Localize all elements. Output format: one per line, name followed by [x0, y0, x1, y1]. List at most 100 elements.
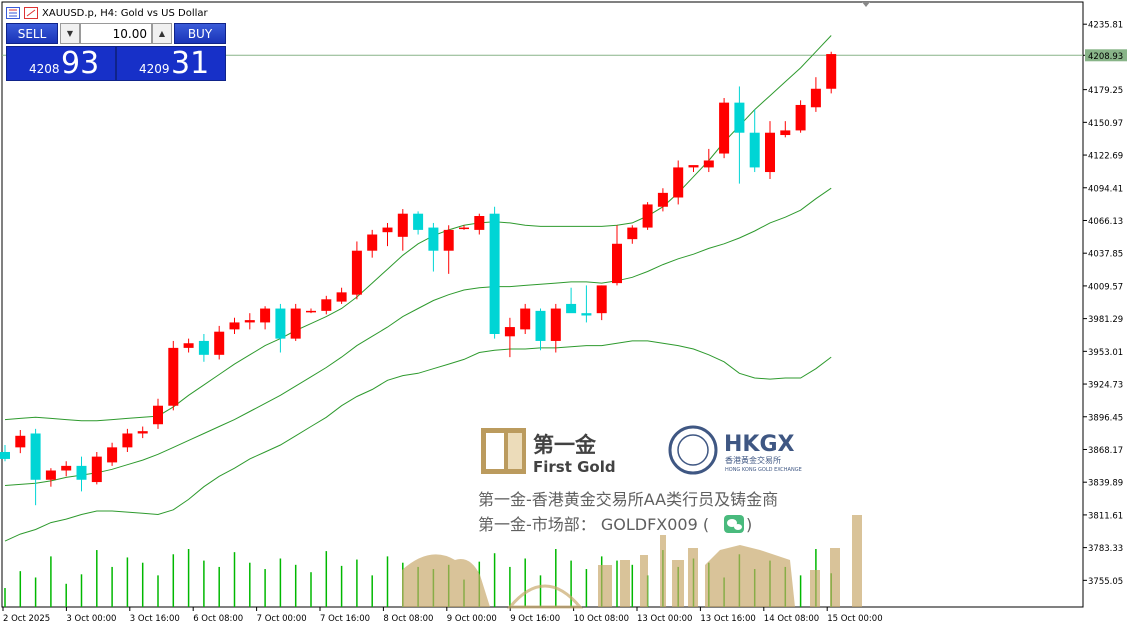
sell-button[interactable]: SELL [6, 23, 58, 44]
candle-body [214, 331, 225, 355]
candle [198, 333, 209, 362]
candle [137, 426, 148, 439]
watermark-line2-end: ) [746, 515, 752, 534]
candle-body [45, 470, 56, 480]
candle-body [581, 313, 592, 316]
candle-body [229, 322, 240, 330]
candle [15, 430, 26, 454]
wechat-icon [724, 515, 744, 533]
candle-body [428, 227, 439, 251]
y-tick-label: 3755.05 [1088, 577, 1123, 587]
candle-body [275, 308, 286, 339]
buy-button[interactable]: BUY [174, 23, 226, 44]
y-tick-label: 4122.69 [1088, 152, 1123, 162]
x-tick-label: 2 Oct 2025 [3, 614, 50, 624]
watermark-line1: 第一金-香港黄金交易所AA类行员及铸金商 [478, 490, 778, 509]
candle-body [244, 320, 255, 323]
axes: 4235.81 4208.93 4179.25 4150.97 4122.69 4094.… [2, 21, 1127, 624]
candle [749, 109, 760, 173]
candle [214, 325, 225, 360]
y-tick-label: 3811.61 [1088, 511, 1123, 521]
candle-body [153, 405, 163, 425]
y-tick-label: 4208.93 [1088, 52, 1123, 62]
y-tick-label: 4009.57 [1088, 282, 1123, 292]
skyline-silhouette [402, 515, 862, 609]
candle [657, 188, 668, 212]
first-gold-cn: 第一金 [533, 433, 597, 457]
candle-body [657, 192, 668, 207]
candle [474, 213, 485, 235]
candle [336, 287, 347, 304]
y-tick-label: 3896.45 [1088, 413, 1123, 423]
x-tick-label: 13 Oct 00:00 [637, 614, 692, 624]
candle-body [382, 227, 393, 233]
chart-shift-marker [862, 2, 870, 7]
lot-size-input[interactable]: 10.00 [80, 23, 152, 44]
candle [459, 225, 469, 230]
y-tick-label: 4094.41 [1088, 184, 1123, 194]
x-tick-label: 15 Oct 00:00 [827, 614, 882, 624]
candle [168, 340, 179, 411]
candle-body [642, 204, 653, 228]
x-tick-label: 9 Oct 16:00 [510, 614, 560, 624]
x-tick-label: 6 Oct 08:00 [193, 614, 243, 624]
y-tick-label: 3924.73 [1088, 381, 1123, 391]
candle-body [290, 308, 301, 339]
candle [367, 229, 378, 258]
candle [107, 442, 118, 466]
candle [76, 456, 87, 492]
candle-body [688, 165, 699, 168]
candle [627, 225, 638, 244]
y-tick-label: 4037.85 [1088, 250, 1123, 260]
candle-body [550, 308, 561, 341]
candle [642, 202, 653, 230]
band-lower [4, 340, 832, 542]
window-title-bar: XAUUSD.p, H4: Gold vs US Dollar [6, 5, 208, 21]
candle-body [826, 54, 837, 89]
candle-body [198, 340, 209, 355]
candle-body [15, 435, 26, 448]
y-tick-label: 4066.13 [1088, 217, 1123, 227]
y-tick-label: 3839.89 [1088, 479, 1123, 489]
x-tick-label: 8 Oct 08:00 [383, 614, 433, 624]
buy-price-display[interactable]: 4209 31 [116, 46, 226, 81]
candle [229, 317, 240, 334]
watermark: 第一金 First Gold HKGX 香港黃金交易所 HONG KONG GO… [402, 425, 862, 609]
candle [443, 225, 454, 274]
candle-body [321, 299, 332, 311]
candle-body [61, 465, 72, 471]
one-click-trading-panel: SELL ▼ 10.00 ▲ BUY 4208 93 4209 31 [6, 23, 226, 81]
x-tick-label: 3 Oct 00:00 [66, 614, 116, 624]
sell-price-display[interactable]: 4208 93 [6, 46, 116, 81]
candle [61, 461, 72, 477]
candle-body [76, 465, 87, 480]
band-upper [4, 35, 832, 422]
candle [703, 148, 714, 173]
candle-body [703, 160, 714, 168]
candle-body [0, 451, 10, 459]
candle-body [673, 167, 684, 198]
bollinger-bands [4, 35, 832, 542]
candle [612, 225, 622, 286]
candle-body [183, 343, 194, 348]
candle-body [474, 216, 485, 230]
buy-price-pips: 31 [171, 46, 210, 81]
candle [321, 295, 332, 315]
y-tick-label: 3783.33 [1088, 544, 1123, 554]
candle [581, 285, 592, 323]
lot-decrease-button[interactable]: ▼ [60, 23, 80, 44]
candle-body [520, 308, 531, 330]
candle [382, 222, 393, 247]
candle-body [306, 310, 316, 313]
candle [489, 206, 500, 339]
candle-body [168, 347, 179, 406]
candle-body [30, 433, 41, 480]
chart-window-icon [6, 7, 20, 19]
candle [550, 303, 561, 353]
lot-increase-button[interactable]: ▲ [152, 23, 172, 44]
x-tick-label: 9 Oct 00:00 [447, 614, 497, 624]
candle [351, 241, 362, 300]
buy-price-prefix: 4209 [139, 62, 170, 76]
x-tick-label: 7 Oct 00:00 [257, 614, 307, 624]
